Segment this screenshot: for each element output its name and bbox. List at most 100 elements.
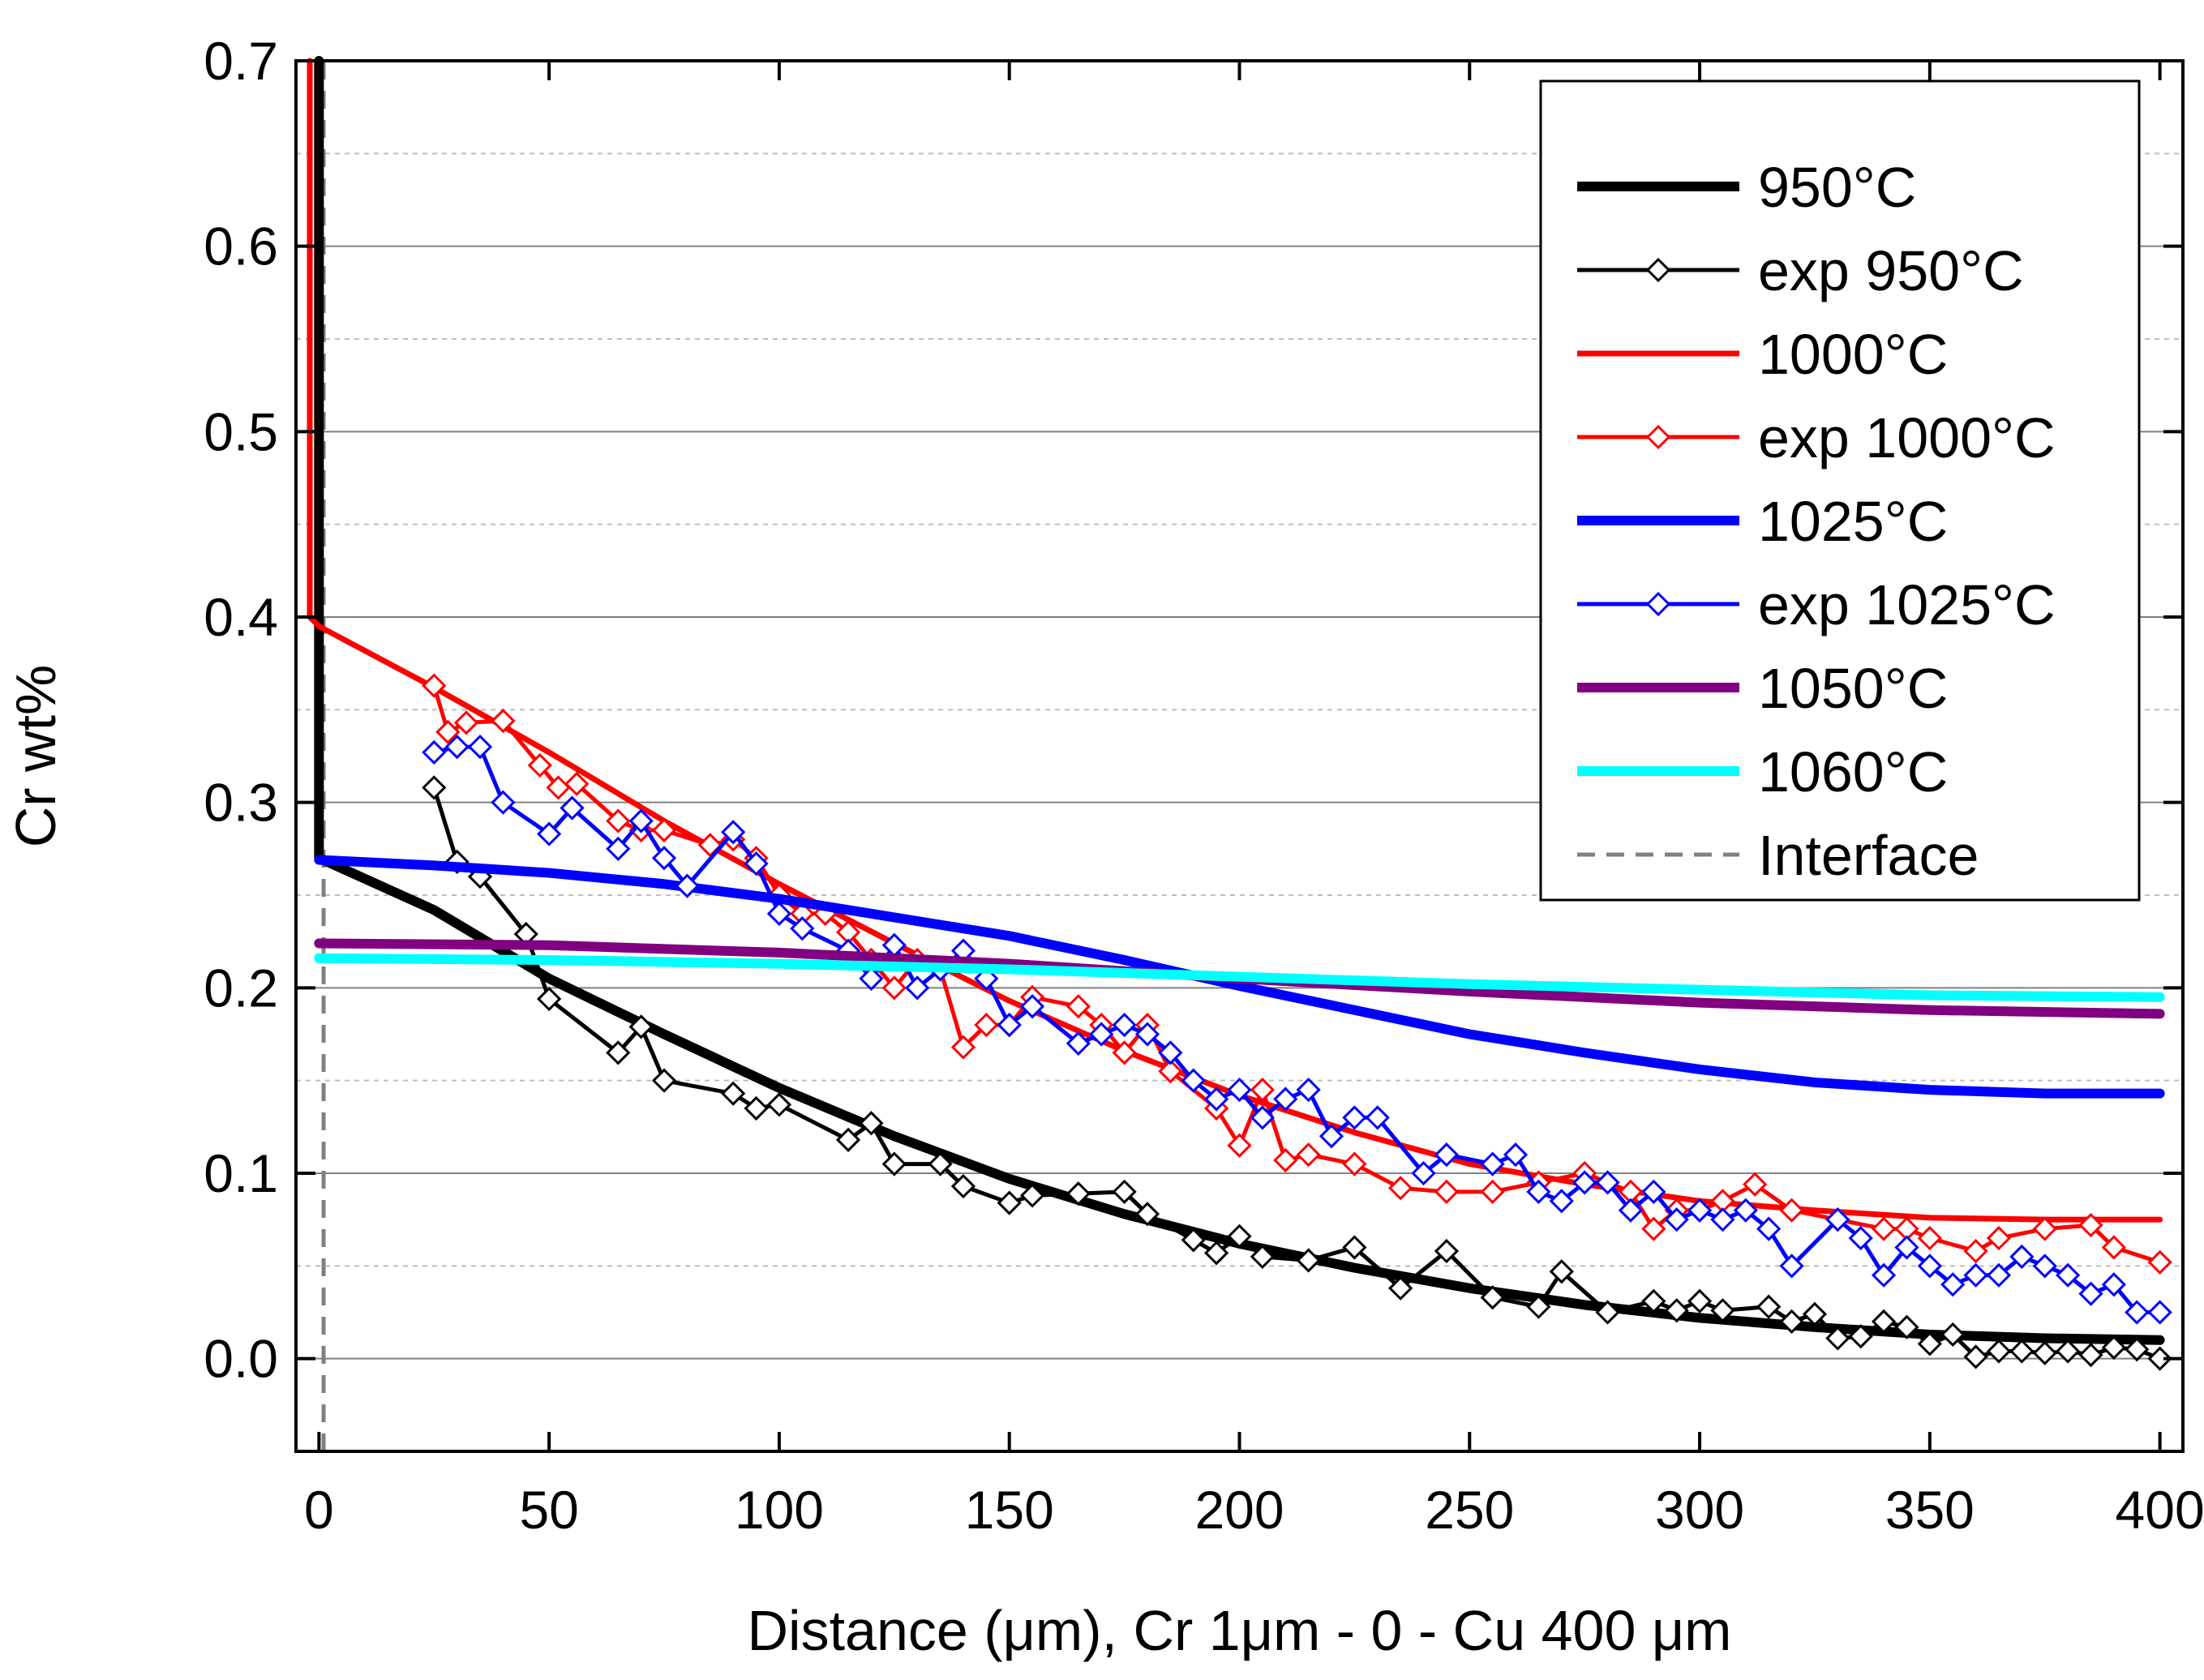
data-point [2078, 1212, 2103, 1238]
data-point [905, 975, 930, 1001]
data-point [881, 1151, 907, 1176]
data-point [1480, 1285, 1505, 1310]
data-point [1595, 1170, 1620, 1195]
data-point [1250, 1077, 1275, 1103]
data-point [537, 821, 562, 846]
data-point [1848, 1225, 1873, 1251]
data-point [651, 1068, 677, 1093]
legend-entry: 950°C [1577, 156, 1916, 219]
data-point [835, 1127, 861, 1152]
data-point [1342, 1151, 1367, 1176]
data-point [974, 1012, 999, 1038]
data-point [537, 986, 562, 1012]
data-point [491, 708, 516, 734]
data-point [1204, 1241, 1229, 1266]
data-point [1480, 1151, 1505, 1176]
data-point [2032, 1254, 2057, 1279]
data-point [422, 739, 447, 765]
data-point [1871, 1309, 1897, 1335]
series-5 [422, 734, 2172, 1325]
data-point [997, 1012, 1022, 1038]
data-point [744, 851, 769, 876]
plot-series [307, 56, 2172, 1451]
y-tick-label: 0.0 [204, 1329, 278, 1389]
legend-entry: 1025°C [1577, 490, 1948, 553]
data-point [1549, 1259, 1574, 1284]
data-point [651, 846, 677, 871]
legend-entry: Interface [1577, 824, 1979, 887]
data-point [1641, 1179, 1666, 1204]
data-point [1710, 1207, 1735, 1232]
data-point [444, 734, 470, 760]
data-point [2009, 1244, 2035, 1270]
data-point [2078, 1342, 2103, 1368]
data-point [1963, 1262, 1988, 1288]
data-point [950, 1035, 976, 1060]
data-point [1986, 1225, 2012, 1251]
legend-marker [1645, 591, 1671, 617]
data-point [1134, 1022, 1160, 1047]
legend-marker [1645, 257, 1671, 283]
data-point [606, 1040, 631, 1065]
data-point [1342, 1235, 1367, 1260]
data-point [435, 719, 461, 744]
data-point [1434, 1238, 1460, 1264]
data-point [2009, 1339, 2035, 1364]
series-7 [314, 953, 2165, 1002]
data-point [1296, 1248, 1321, 1273]
data-point [1480, 1179, 1505, 1204]
data-point [1181, 1068, 1206, 1093]
data-point [1411, 1160, 1436, 1186]
data-point [1756, 1294, 1782, 1319]
data-point [1664, 1298, 1689, 1323]
x-tick-label: 150 [965, 1480, 1054, 1540]
data-point [1066, 1031, 1091, 1056]
series-line-4 [314, 855, 2165, 1099]
data-point [2147, 1346, 2172, 1371]
data-point [2078, 1281, 2103, 1306]
data-point [1733, 1198, 1758, 1223]
series-line-3 [431, 684, 2163, 1265]
data-point [1986, 1339, 2012, 1364]
data-point [527, 752, 552, 778]
x-tick-label: 300 [1655, 1480, 1744, 1540]
data-point [1917, 1225, 1942, 1251]
data-point [1871, 1216, 1897, 1241]
legend-entry: 1050°C [1577, 657, 1948, 720]
data-point [1687, 1288, 1713, 1314]
data-point [1825, 1326, 1850, 1351]
legend: 950°C exp 950°C 1000°C exp 1000°C 1025°C exp … [1539, 79, 2141, 902]
legend-label: 950°C [1758, 156, 1916, 219]
data-point [1641, 1216, 1666, 1241]
data-point [950, 1173, 976, 1199]
legend-label: exp 950°C [1758, 239, 2024, 302]
data-point [859, 966, 884, 992]
data-point [1595, 1300, 1620, 1325]
data-point [721, 820, 746, 845]
data-point [2101, 1335, 2126, 1361]
data-point [1687, 1198, 1713, 1223]
data-point [1112, 1040, 1137, 1065]
data-point [1572, 1170, 1597, 1195]
data-point [1388, 1176, 1413, 1201]
data-point [606, 836, 631, 861]
data-point [1503, 1142, 1529, 1168]
y-tick-label: 0.5 [204, 401, 278, 461]
data-point [422, 775, 447, 800]
data-point [1871, 1262, 1897, 1288]
x-tick-label: 0 [304, 1480, 334, 1540]
data-point [1894, 1314, 1919, 1339]
data-point [2147, 1300, 2172, 1325]
legend-entry: 1000°C [1577, 323, 1948, 386]
data-point [2125, 1337, 2150, 1362]
data-point [1743, 1172, 1768, 1197]
data-point [2125, 1300, 2150, 1325]
data-point [1296, 1142, 1321, 1168]
data-point [1066, 994, 1091, 1019]
data-point [1273, 1086, 1298, 1112]
data-point [1204, 1086, 1229, 1112]
data-point [2032, 1340, 2057, 1365]
data-point [1227, 1077, 1252, 1103]
data-point [628, 808, 654, 834]
